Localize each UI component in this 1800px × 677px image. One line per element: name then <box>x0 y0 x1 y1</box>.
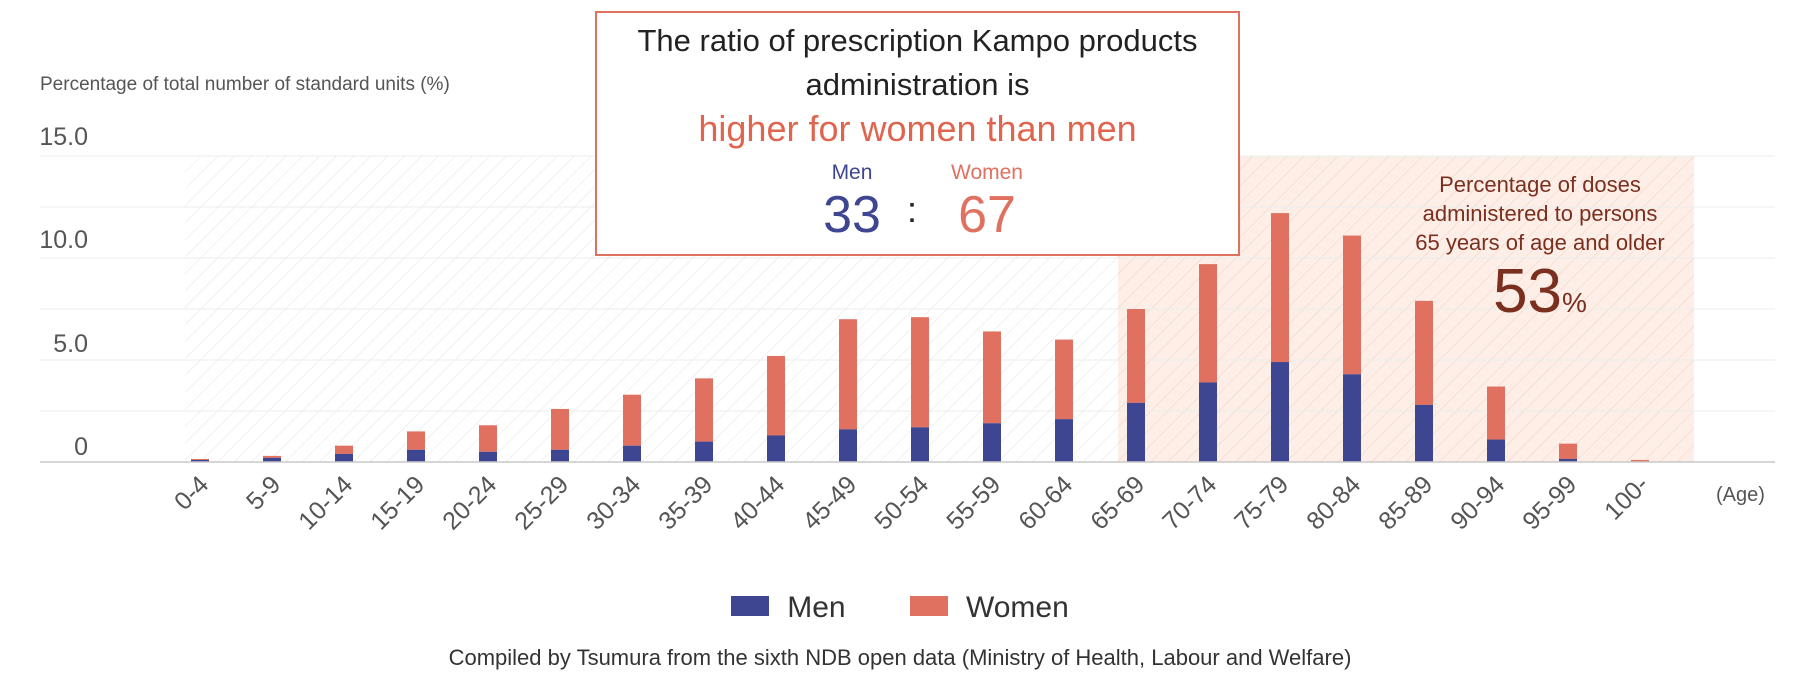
bar-women-100- <box>1631 459 1649 462</box>
bar-men-35-39 <box>695 441 713 462</box>
x-tick-label: 45-49 <box>797 470 862 535</box>
x-tick-label: 70-74 <box>1157 470 1222 535</box>
legend-item-men: Men <box>731 591 846 625</box>
x-tick-label: 90-94 <box>1445 470 1510 535</box>
bar-men-5-9 <box>263 457 281 462</box>
bar-men-10-14 <box>335 453 353 462</box>
bars <box>191 213 1649 462</box>
bar-women-25-29 <box>551 408 569 450</box>
bar-men-55-59 <box>983 423 1001 462</box>
bar-men-80-84 <box>1343 374 1361 462</box>
bar-men-65-69 <box>1127 402 1145 462</box>
x-tick-label: 15-19 <box>365 470 430 535</box>
y-tick-label: 10.0 <box>39 226 88 254</box>
ratio-women-label: Women <box>951 161 1023 184</box>
y-ticks: 15.0 10.0 5.0 0 <box>39 123 88 461</box>
bar-men-15-19 <box>407 449 425 462</box>
bar-women-75-79 <box>1271 213 1289 363</box>
x-tick-label: 60-64 <box>1013 470 1078 535</box>
bar-men-45-49 <box>839 429 857 462</box>
elderly-percentage: 53% <box>1375 257 1705 338</box>
legend-swatch-women <box>909 596 948 617</box>
x-tick-label: 100- <box>1599 470 1654 525</box>
y-axis-title: Percentage of total number of standard u… <box>40 74 450 95</box>
bar-women-35-39 <box>695 378 713 442</box>
x-tick-label: 35-39 <box>653 470 718 535</box>
ratio-women-value: 67 <box>958 186 1016 244</box>
bar-men-50-54 <box>911 427 929 462</box>
x-tick-label: 75-79 <box>1229 470 1294 535</box>
bar-women-70-74 <box>1199 264 1217 383</box>
legend-swatch-men <box>731 596 770 617</box>
x-tick-label: 80-84 <box>1301 470 1366 535</box>
x-tick-label: 10-14 <box>293 470 358 535</box>
y-tick-label: 15.0 <box>39 123 88 151</box>
bar-men-25-29 <box>551 449 569 462</box>
bar-men-95-99 <box>1559 458 1577 462</box>
bar-women-85-89 <box>1415 300 1433 405</box>
y-tick-label: 0 <box>74 433 88 461</box>
legend-item-women: Women <box>909 591 1069 625</box>
x-tick-label: 40-44 <box>725 470 790 535</box>
bar-men-40-44 <box>767 435 785 462</box>
x-tick-label: 30-34 <box>581 470 646 535</box>
callout-line2: administration is <box>805 67 1030 102</box>
bar-women-60-64 <box>1055 339 1073 420</box>
elderly-unit: % <box>1562 287 1587 318</box>
bar-men-75-79 <box>1271 362 1289 462</box>
elderly-line1: Percentage of doses <box>1439 172 1641 197</box>
legend-label-men: Men <box>787 591 846 625</box>
bar-women-90-94 <box>1487 386 1505 440</box>
ratio-callout: The ratio of prescription Kampo products… <box>595 11 1240 256</box>
bar-women-40-44 <box>767 355 785 436</box>
x-tick-label: 85-89 <box>1373 470 1438 535</box>
elderly-line2: administered to persons <box>1422 201 1658 226</box>
ratio-display: Men Women 33 : 67 <box>597 151 1238 251</box>
bar-men-0-4 <box>191 459 209 462</box>
x-tick-label: 50-54 <box>869 470 934 535</box>
elderly-annotation: Percentage of doses administered to pers… <box>1375 170 1705 338</box>
elderly-line3: 65 years of age and older <box>1415 230 1665 255</box>
x-axis-title: (Age) <box>1716 484 1765 506</box>
ratio-men-label: Men <box>831 161 873 184</box>
bar-men-20-24 <box>479 451 497 462</box>
x-tick-label: 5-9 <box>241 470 286 515</box>
callout-highlight: higher for women than men <box>698 108 1137 149</box>
bar-women-15-19 <box>407 431 425 450</box>
bar-women-10-14 <box>335 445 353 454</box>
bar-women-5-9 <box>263 455 281 458</box>
bar-women-95-99 <box>1559 443 1577 459</box>
bar-women-20-24 <box>479 425 497 452</box>
bar-men-70-74 <box>1199 382 1217 462</box>
x-tick-label: 25-29 <box>509 470 574 535</box>
x-tick-label: 65-69 <box>1085 470 1150 535</box>
legend: Men Women <box>0 590 1800 625</box>
bar-women-30-34 <box>623 394 641 446</box>
bar-women-0-4 <box>191 458 209 460</box>
elderly-value: 53 <box>1493 257 1563 326</box>
source-note: Compiled by Tsumura from the sixth NDB o… <box>448 645 1352 670</box>
bar-men-60-64 <box>1055 419 1073 462</box>
y-tick-label: 5.0 <box>53 330 88 358</box>
x-tick-label: 0-4 <box>169 470 214 515</box>
bar-women-55-59 <box>983 331 1001 424</box>
callout-line1: The ratio of prescription Kampo products <box>637 23 1198 58</box>
bar-women-80-84 <box>1343 235 1361 375</box>
ratio-men-value: 33 <box>823 186 881 244</box>
bar-men-90-94 <box>1487 439 1505 462</box>
bar-men-85-89 <box>1415 404 1433 462</box>
bar-women-65-69 <box>1127 309 1145 403</box>
bar-men-30-34 <box>623 445 641 462</box>
x-tick-label: 20-24 <box>437 470 502 535</box>
x-tick-label: 55-59 <box>941 470 1006 535</box>
legend-label-women: Women <box>965 591 1069 625</box>
ratio-colon: : <box>906 189 917 230</box>
bar-women-45-49 <box>839 319 857 430</box>
x-tick-label: 95-99 <box>1517 470 1582 535</box>
x-ticks: 0-4 5-9 10-14 15-19 20-24 25-29 30-34 35-39 40-4… <box>169 470 1654 535</box>
bar-women-50-54 <box>911 317 929 428</box>
